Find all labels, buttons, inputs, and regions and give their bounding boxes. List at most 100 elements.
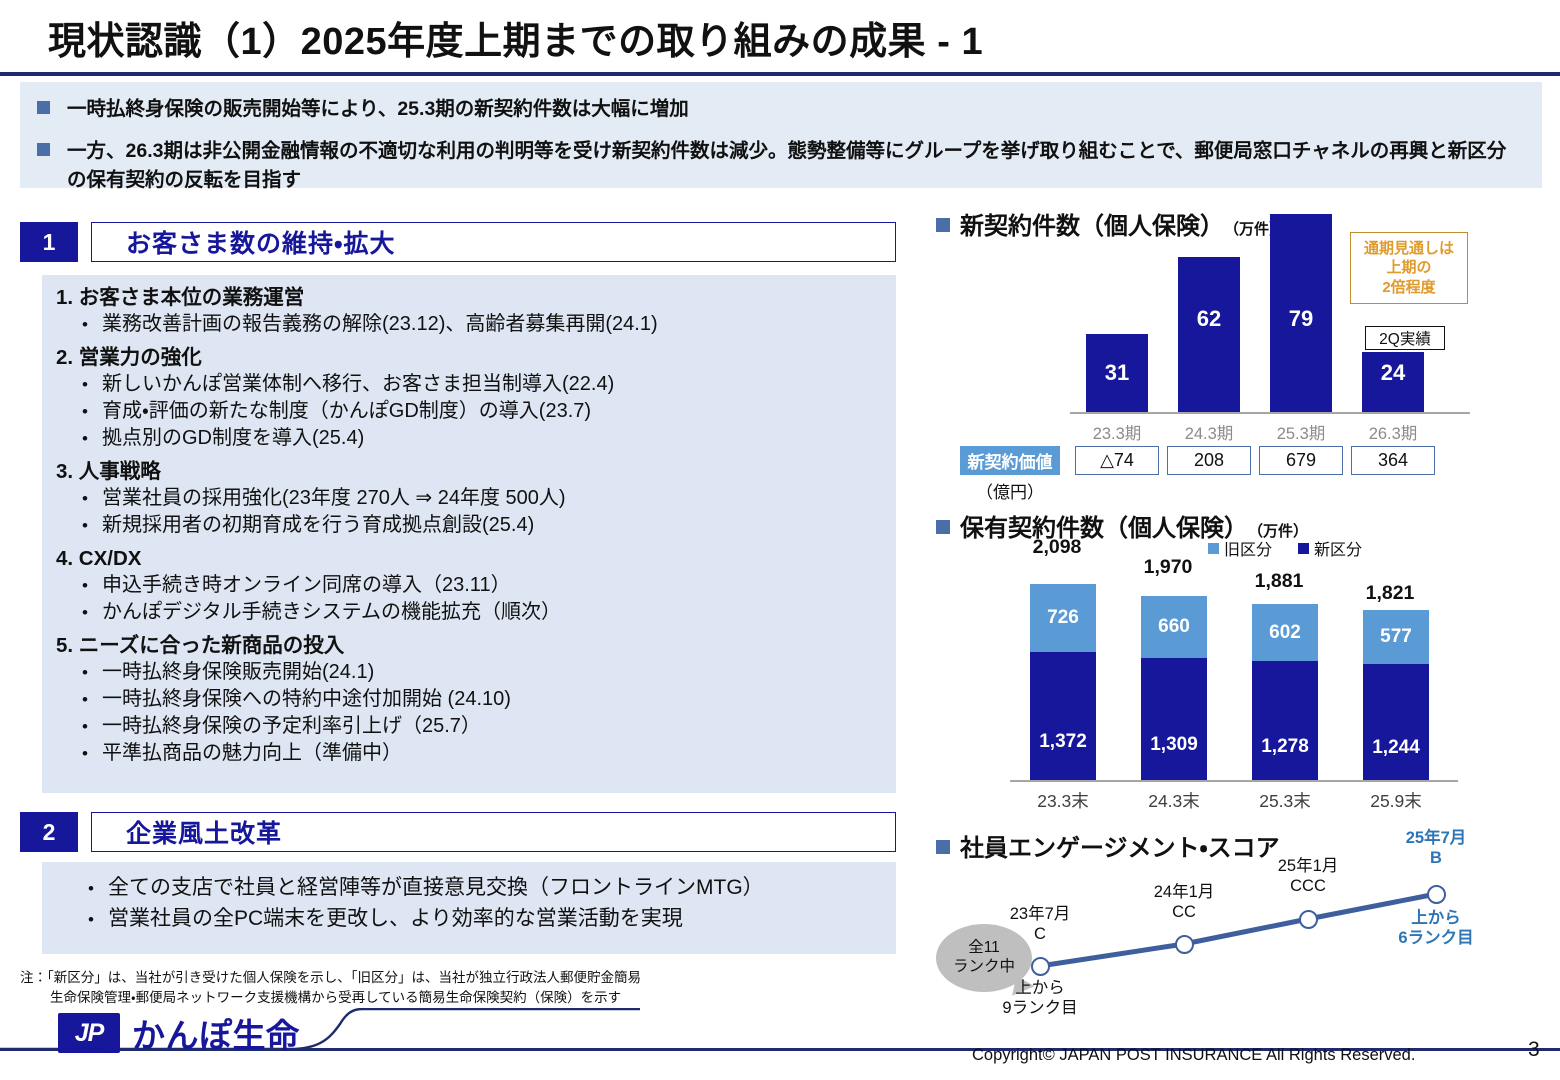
list-item-label: 拠点別のGD制度を導入(25.4) [102, 427, 365, 449]
segment-value-label: 726 [1047, 607, 1079, 629]
list-item: • 育成・評価の新たな制度（かんぽGD制度）の導入(23.7) [42, 399, 896, 424]
chart-2-plot: 2,098 726 1,372 1,970 660 1,309 1,881 60… [1010, 536, 1458, 782]
segment-value-label: 1,372 [1039, 731, 1087, 753]
chart-1-header: 新契約件数（個人保険） （万件） [936, 206, 1284, 241]
rank-scale-bubble: 全11 ランク中 [936, 924, 1032, 992]
list-item: • 一時払終身保険への特約中途付加開始 (24.10) [42, 687, 896, 712]
dot-bullet-icon: • [82, 315, 88, 334]
page-title: 現状認識（1）2025年度上期までの取り組みの成果 - 1 [48, 21, 984, 63]
summary-panel: 一時払終身保険の販売開始等により、25.3期の新契約件数は大幅に増加 一方、26… [20, 82, 1542, 191]
square-bullet-icon [37, 101, 50, 114]
segment-new: 1,372 [1030, 652, 1096, 781]
callout-line-1: 通期見通しは [1363, 240, 1454, 258]
dot-bullet-icon: • [82, 489, 88, 508]
stack-total-label: 1,821 [1365, 582, 1415, 604]
x-tick-label: 23.3末 [1037, 791, 1089, 811]
full-year-outlook-callout: 通期見通しは 上期の 2倍程度 [1350, 232, 1468, 304]
company-logo: JP かんぽ生命 [58, 1009, 300, 1057]
stacked-bar-24-3: 660 1,309 [1141, 596, 1207, 781]
summary-bullet-text: 一時払終身保険の販売開始等により、25.3期の新契約件数は大幅に増加 [67, 98, 689, 120]
segment-value-label: 1,309 [1150, 734, 1198, 756]
note-line-1: 上から [1411, 909, 1461, 927]
note-line-2: 6ランク目 [1398, 929, 1474, 948]
summary-bullet-text: 一方、26.3期は非公開金融情報の不適切な利用の判明等を受け新契約件数は減少。態… [67, 140, 1507, 191]
legend-item-old: 旧区分 [1208, 536, 1272, 560]
list-item-label: 業務改善計画の報告義務の解除(23.12)、高齢者募集再開(24.1) [102, 313, 658, 335]
point-date: 24年1月 [1153, 883, 1215, 901]
segment-value-label: 602 [1269, 621, 1301, 643]
section-title-box: 企業風土改革 [91, 812, 896, 852]
engagement-line-svg [1039, 891, 1437, 969]
section-title: 企業風土改革 [126, 820, 283, 848]
segment-value-label: 1,244 [1372, 737, 1420, 759]
chart-2-unit: （万件） [1248, 523, 1309, 540]
segment-new: 1,244 [1363, 664, 1429, 781]
footer-divider [0, 1048, 1560, 1051]
list-item-label: 新しいかんぽ営業体制へ移行、お客さま担当制導入(22.4) [102, 373, 615, 395]
summary-bullet-row: 一時払終身保険の販売開始等により、25.3期の新契約件数は大幅に増加 [20, 82, 1542, 123]
page-number: 3 [1528, 1038, 1540, 1061]
list-item-label: 平準払商品の魅力向上（準備中） [102, 742, 402, 764]
group-block: 1. お客さま本位の業務運営 • 業務改善計画の報告義務の解除(23.12)、高… [42, 285, 896, 337]
engagement-trend-line [1039, 891, 1437, 969]
x-tick-label: 24.3末 [1148, 791, 1200, 811]
section-title: お客さま数の維持・拡大 [126, 230, 396, 258]
point-rank: CC [1172, 903, 1196, 922]
list-item: • 申込手続き時オンライン同席の導入（23.11） [42, 573, 896, 598]
list-item-label: 営業社員の採用強化(23年度 270人 ⇒ 24年度 500人) [102, 487, 566, 509]
list-item-label: かんぽデジタル手続きシステムの機能拡充（順次） [102, 601, 561, 623]
title-divider [0, 72, 1560, 76]
list-item-label: 一時払終身保険販売開始(24.1) [102, 661, 375, 683]
bubble-line-2: ランク中 [952, 958, 1015, 975]
bar-25-3: 79 [1270, 214, 1332, 413]
new-business-value-cell: 208 [1167, 446, 1251, 475]
chart-1-plot: 31 62 79 24 [1070, 214, 1470, 414]
list-item: • かんぽデジタル手続きシステムの機能拡充（順次） [42, 600, 896, 625]
list-item: • 一時払終身保険の予定利率引上げ（25.7） [42, 714, 896, 739]
point-note-23-07: 上から 9ランク目 [980, 978, 1100, 1018]
stacked-bar-25-9: 577 1,244 [1363, 610, 1429, 781]
group-heading: 2. 営業力の強化 [56, 346, 202, 369]
x-tick-label: 23.3期 [1092, 425, 1142, 443]
list-item-label: 一時払終身保険への特約中途付加開始 (24.10) [102, 688, 511, 710]
section-number-badge: 2 [20, 812, 78, 852]
chart-2-title: 保有契約件数（個人保険） [960, 515, 1248, 542]
dot-bullet-icon: • [82, 402, 88, 421]
bar-value-label: 62 [1196, 306, 1222, 332]
callout-line-3: 2倍程度 [1382, 278, 1436, 296]
point-date: 23年7月 [1009, 905, 1071, 923]
section-1-content: 1. お客さま本位の業務運営 • 業務改善計画の報告義務の解除(23.12)、高… [42, 275, 896, 793]
logo-mark-text: JP [74, 1018, 105, 1047]
new-business-value-cell: △74 [1075, 446, 1159, 475]
bar-value-label: 31 [1104, 360, 1130, 386]
square-bullet-icon [37, 143, 50, 157]
square-bullet-icon [936, 218, 950, 232]
section-header-1: 1 お客さま数の維持・拡大 [20, 222, 896, 262]
stack-total-label: 1,881 [1254, 570, 1304, 592]
new-business-value-unit: （億円） [976, 483, 1044, 502]
x-tick-label: 24.3期 [1184, 425, 1234, 443]
dot-bullet-icon: • [82, 717, 88, 736]
data-point-25-01 [1299, 910, 1318, 929]
dot-bullet-icon: • [82, 375, 88, 394]
list-item: • 新しいかんぽ営業体制へ移行、お客さま担当制導入(22.4) [42, 372, 896, 397]
segment-value-label: 660 [1158, 616, 1190, 638]
list-item-label: 全ての支店で社員と経営陣等が直接意見交換（フロントラインMTG） [108, 876, 764, 899]
dot-bullet-icon: • [82, 690, 88, 709]
section-title-box: お客さま数の維持・拡大 [91, 222, 896, 262]
dot-bullet-icon: • [82, 576, 88, 595]
stacked-bar-25-3: 602 1,278 [1252, 604, 1318, 781]
point-note-25-07: 上から 6ランク目 [1376, 908, 1496, 948]
data-point-24-01 [1175, 935, 1194, 954]
list-item: • 新規採用者の初期育成を行う育成拠点創設(25.4) [42, 513, 896, 538]
chart-2-header: 保有契約件数（個人保険） （万件） [936, 508, 1308, 543]
stacked-bar-23-3: 726 1,372 [1030, 584, 1096, 781]
point-label-25-01: 25年1月 CCC [1248, 856, 1368, 896]
dot-bullet-icon: • [82, 429, 88, 448]
copyright-text: Copyright© JAPAN POST INSURANCE All Righ… [972, 1046, 1416, 1064]
segment-old: 602 [1252, 604, 1318, 662]
legend-swatch-old-icon [1208, 542, 1219, 554]
legend-item-new: 新区分 [1298, 536, 1362, 560]
bar-value-label: 24 [1380, 360, 1406, 386]
segment-new: 1,309 [1141, 658, 1207, 781]
